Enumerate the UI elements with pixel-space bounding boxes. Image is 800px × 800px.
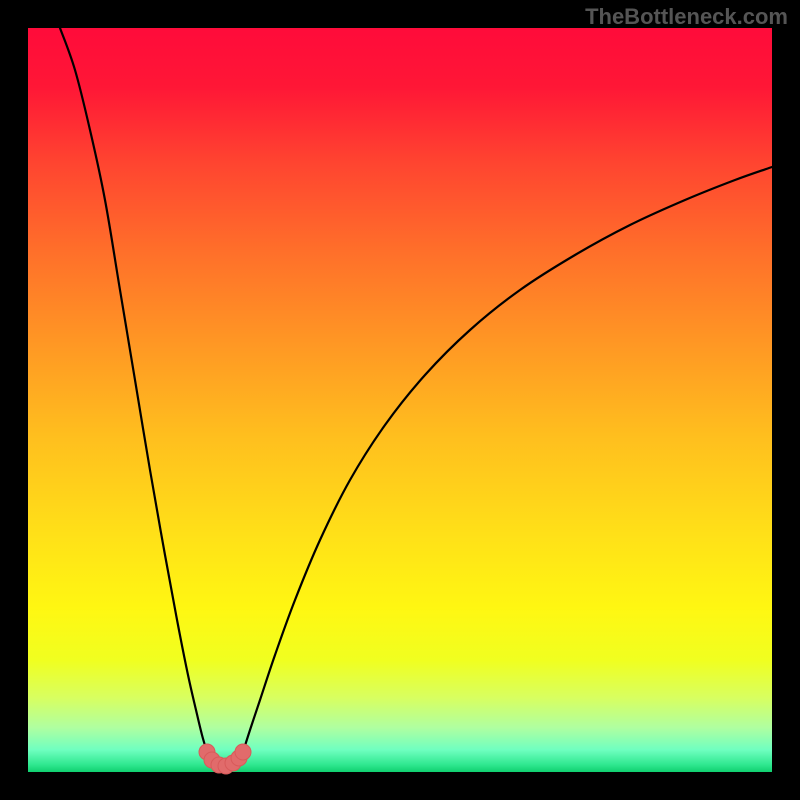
gradient-background — [28, 28, 772, 772]
watermark-text: TheBottleneck.com — [585, 4, 788, 30]
chart-container: TheBottleneck.com — [0, 0, 800, 800]
valley-marker — [235, 744, 251, 760]
bottleneck-chart — [0, 0, 800, 800]
